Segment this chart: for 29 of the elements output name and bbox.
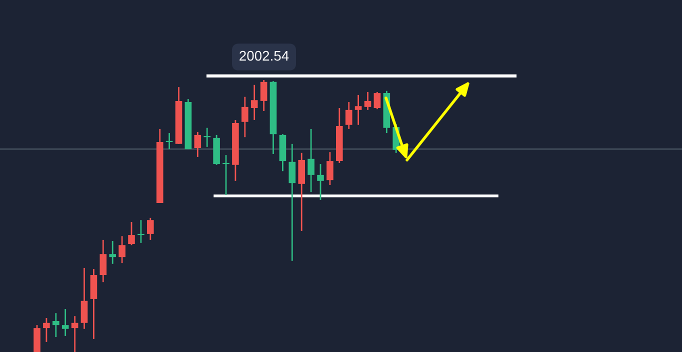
candlestick xyxy=(194,131,202,158)
candlestick xyxy=(250,84,258,121)
candlestick xyxy=(354,94,362,126)
candlestick xyxy=(43,317,50,343)
candlestick xyxy=(90,268,98,340)
candlestick xyxy=(80,267,88,330)
candlestick xyxy=(222,154,230,196)
candlestick xyxy=(128,221,135,246)
candlestick xyxy=(34,324,40,352)
candlestick xyxy=(147,217,154,241)
candlestick xyxy=(364,91,372,111)
candlestick xyxy=(326,151,334,186)
candlestick xyxy=(298,152,305,232)
candlestick xyxy=(317,163,324,201)
candlestick xyxy=(308,128,314,193)
text: 2002.54 xyxy=(240,50,289,61)
candlestick xyxy=(242,96,248,138)
candlestick xyxy=(288,143,296,262)
candlestick xyxy=(204,127,210,148)
candlestick xyxy=(109,240,116,265)
candlestick xyxy=(100,239,107,283)
candlestick xyxy=(260,79,268,112)
candlestick xyxy=(71,315,78,352)
candlestick xyxy=(345,101,352,130)
candlestick xyxy=(118,235,126,264)
candlestick xyxy=(374,91,381,110)
candlestick xyxy=(138,219,144,244)
candlestick xyxy=(62,308,69,337)
candlestick xyxy=(52,312,60,338)
